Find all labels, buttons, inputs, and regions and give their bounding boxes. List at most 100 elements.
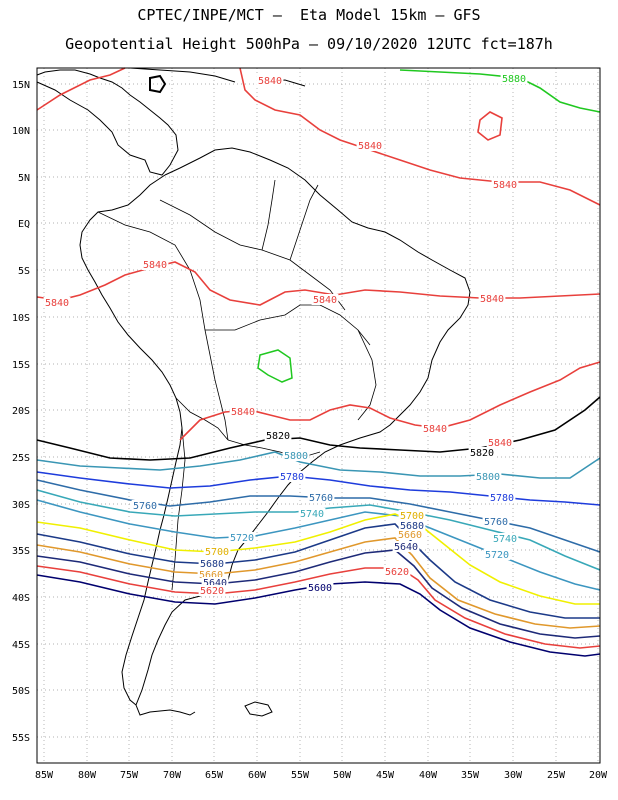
contour-label-bg: [491, 179, 519, 190]
contour-label: 5720: [230, 533, 254, 544]
contour-5600: [36, 574, 601, 657]
contour-label-bg: [421, 423, 449, 434]
contour-label-bg: [141, 259, 169, 270]
contour-label-bg: [282, 450, 310, 461]
contour-label: 5840: [231, 407, 255, 418]
contour-label: 5760: [484, 517, 508, 528]
lat-tick-label: 10S: [12, 313, 30, 324]
contour-label: 5680: [200, 559, 224, 570]
contour-label: 5780: [280, 472, 304, 483]
contour-label-bg: [198, 585, 226, 596]
contour-label: 5700: [400, 511, 424, 522]
contour-label: 5640: [394, 542, 418, 553]
lat-tick-label: 5S: [18, 266, 30, 277]
contour-label: 5820: [470, 448, 494, 459]
contour-5840-south: [179, 361, 601, 441]
contour-label-bg: [256, 75, 284, 86]
contour-label: 5840: [358, 141, 382, 152]
contour-label: 5880: [502, 74, 526, 85]
contour-label-bg: [203, 546, 231, 557]
contour-label-bg: [131, 500, 159, 511]
contour-label: 5620: [200, 586, 224, 597]
border-2: [97, 211, 229, 441]
lat-tick-label: 5N: [18, 173, 30, 184]
contour-label: 5660: [199, 570, 223, 581]
contour-label-bg: [483, 549, 511, 560]
lon-tick-label: 70W: [163, 770, 182, 781]
contour-label-bg: [228, 532, 256, 543]
lon-tick-label: 80W: [78, 770, 97, 781]
contour-label: 5840: [423, 424, 447, 435]
contour-label-bg: [396, 529, 424, 540]
contour-label-bg: [311, 294, 339, 305]
contour-label: 5840: [313, 295, 337, 306]
contour-label: 5760: [309, 493, 333, 504]
contour-label: 5620: [385, 567, 409, 578]
lat-tick-label: 15N: [12, 80, 30, 91]
south-america-coast: [135, 147, 471, 716]
contour-5620: [36, 565, 601, 649]
contour-5880-small: [257, 349, 293, 383]
border-1: [159, 199, 346, 311]
latitude-labels: 15N 10N 5N EQ 5S 10S 15S 20S 25S 30S 35S 40S 45S 50S 5…: [12, 80, 30, 744]
contour-5840-mid: [36, 261, 601, 306]
contour-label: 5640: [203, 578, 227, 589]
contour-label-bg: [482, 516, 510, 527]
cuba-coast: [129, 67, 236, 83]
contour-label-bg: [201, 577, 229, 588]
contour-5840-north: [36, 67, 126, 111]
contour-5720: [36, 499, 601, 591]
contour-label-bg: [306, 582, 334, 593]
map-frame: [36, 67, 601, 764]
contour-label: 5840: [493, 180, 517, 191]
contour-5880: [399, 69, 601, 113]
lat-tick-label: 50S: [12, 686, 30, 697]
contour-label-bg: [198, 558, 226, 569]
lon-tick-label: 30W: [504, 770, 523, 781]
contour-label-bg: [229, 406, 257, 417]
central-america-coast: [36, 69, 179, 176]
lon-tick-label: 60W: [248, 770, 267, 781]
longitude-labels: 85W 80W 75W 70W 65W 60W 55W 50W 45W 40W 35W 30W 25W 2…: [35, 770, 608, 781]
contour-label-bg: [43, 297, 71, 308]
lat-tick-label: 55S: [12, 733, 30, 744]
contour-label-bg: [491, 533, 519, 544]
contour-lines: [36, 67, 601, 657]
contour-label-bg: [500, 73, 528, 84]
contour-label: 5820: [266, 431, 290, 442]
lat-tick-label: 15S: [12, 360, 30, 371]
contour-label: 5740: [300, 509, 324, 520]
lon-tick-label: 50W: [333, 770, 352, 781]
lat-tick-label: 35S: [12, 546, 30, 557]
lon-tick-label: 40W: [419, 770, 438, 781]
contour-5680: [36, 523, 600, 619]
border-9: [357, 329, 377, 421]
contour-label-bg: [486, 437, 514, 448]
lon-tick-label: 45W: [376, 770, 395, 781]
lon-tick-label: 85W: [35, 770, 54, 781]
contour-5840-north2: [239, 67, 601, 206]
contour-label-bg: [474, 471, 502, 482]
contour-5840-loop: [477, 111, 503, 141]
coastlines: [36, 67, 471, 717]
contour-labels: 5840 5840 5840 5840 5840 5840 5840 5840 5840 5840…: [43, 73, 528, 597]
contour-label-bg: [356, 140, 384, 151]
contour-label-bg: [398, 510, 426, 521]
contour-label: 5680: [400, 521, 424, 532]
contour-label: 5840: [480, 294, 504, 305]
lat-tick-label: 40S: [12, 593, 30, 604]
contour-label: 5760: [133, 501, 157, 512]
contour-label: 5700: [205, 547, 229, 558]
lat-tick-label: 25S: [12, 453, 30, 464]
contour-label: 5800: [284, 451, 308, 462]
contour-label-bg: [383, 566, 411, 577]
border-4: [205, 304, 371, 346]
contour-label-bg: [488, 492, 516, 503]
lon-tick-label: 55W: [291, 770, 310, 781]
contour-label-bg: [392, 541, 420, 552]
lon-tick-label: 75W: [120, 770, 139, 781]
contour-label: 5660: [398, 530, 422, 541]
contour-label-bg: [307, 492, 335, 503]
lat-tick-label: 20S: [12, 406, 30, 417]
